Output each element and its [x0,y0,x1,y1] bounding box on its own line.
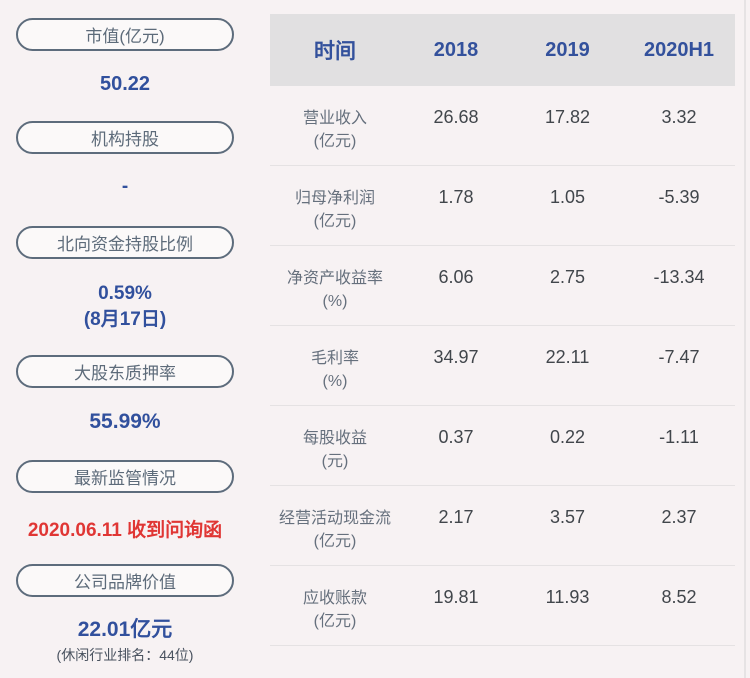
cell-value: 19.81 [433,587,479,607]
header-2020h1: 2020H1 [643,38,715,61]
cell-value: -13.34 [653,267,705,287]
cell-value: 0.37 [438,427,474,447]
institutional-holding-value: - [121,176,129,197]
metric-label: 经营活动现金流 (亿元) [270,486,400,565]
header-time: 时间 [314,40,356,63]
brand-value-rank-note: (休闲行业排名：44位) [56,647,194,663]
cell-value: 8.52 [661,587,697,607]
brand-value-button[interactable]: 公司品牌价值 [16,564,234,597]
metric-label: 应收账款 (亿元) [270,566,400,645]
cell-value: 2.37 [661,507,697,527]
metric-label: 归母净利润 (亿元) [270,166,400,245]
table-row-accounts-receivable: 应收账款 (亿元) 19.81 11.93 8.52 [270,566,735,646]
regulatory-status-value: 2020.06.11 收到问询函 [27,520,223,541]
metric-label: 营业收入 (亿元) [270,86,400,165]
cell-value: 3.32 [661,107,697,127]
header-2019: 2019 [545,38,590,61]
northbound-holding-value: 0.59% (8月17日) [16,281,234,333]
metric-unit: (亿元) [313,213,357,230]
metric-label: 每股收益 (元) [270,406,400,485]
table-row-net-profit: 归母净利润 (亿元) 1.78 1.05 -5.39 [270,166,735,246]
northbound-holding-date: (8月17日) [83,309,167,330]
regulatory-status-button[interactable]: 最新监管情况 [16,460,234,493]
cell-value: 26.68 [433,107,479,127]
table-header-row: 时间 2018 2019 2020H1 [270,14,735,86]
table-row-roe: 净资产收益率 (%) 6.06 2.75 -13.34 [270,246,735,326]
cell-value: 1.05 [549,187,586,207]
metric-name: 应收账款 [302,590,367,607]
table-row-revenue: 营业收入 (亿元) 26.68 17.82 3.32 [270,86,735,166]
pledge-rate-value: 55.99% [89,410,161,433]
metric-name: 每股收益 [302,430,367,447]
financial-metrics-table: 时间 2018 2019 2020H1 营业收入 (亿元) 26.68 17.8… [270,14,735,646]
cell-value: -1.11 [659,427,699,447]
table-row-operating-cashflow: 经营活动现金流 (亿元) 2.17 3.57 2.37 [270,486,735,566]
pledge-rate-button[interactable]: 大股东质押率 [16,355,234,388]
market-cap-value: 50.22 [99,73,151,95]
metric-unit: (元) [321,453,349,470]
cell-value: 6.06 [438,267,474,287]
metric-name: 营业收入 [302,110,367,127]
cell-value: 17.82 [544,107,591,127]
metric-unit: (亿元) [313,533,357,550]
metric-label: 毛利率 (%) [270,326,400,405]
cell-value: 0.22 [549,427,586,447]
cell-value: 22.11 [545,347,590,367]
metric-unit: (亿元) [313,133,357,150]
cell-value: -7.47 [658,347,700,367]
northbound-holding-button[interactable]: 北向资金持股比例 [16,226,234,259]
metric-name: 净资产收益率 [286,270,383,287]
cell-value: 11.93 [545,587,590,607]
metric-name: 经营活动现金流 [278,510,391,527]
metric-name: 归母净利润 [294,190,375,207]
metric-unit: (%) [322,293,348,310]
cell-value: 2.75 [549,267,586,287]
northbound-holding-percent: 0.59% [98,283,152,304]
brand-value-amount: 22.01亿元 [77,618,173,641]
metric-unit: (亿元) [313,613,357,630]
cell-value: -5.39 [658,187,700,207]
institutional-holding-button[interactable]: 机构持股 [16,121,234,154]
cell-value: 1.78 [438,187,474,207]
metric-label: 净资产收益率 (%) [270,246,400,325]
metric-unit: (%) [322,373,348,390]
cell-value: 3.57 [549,507,586,527]
metric-name: 毛利率 [310,350,359,367]
cell-value: 34.97 [433,347,479,367]
market-cap-button[interactable]: 市值(亿元) [16,18,234,51]
header-2018: 2018 [433,38,479,61]
page-right-divider [744,0,746,678]
cell-value: 2.17 [438,507,474,527]
table-row-eps: 每股收益 (元) 0.37 0.22 -1.11 [270,406,735,486]
table-row-gross-margin: 毛利率 (%) 34.97 22.11 -7.47 [270,326,735,406]
